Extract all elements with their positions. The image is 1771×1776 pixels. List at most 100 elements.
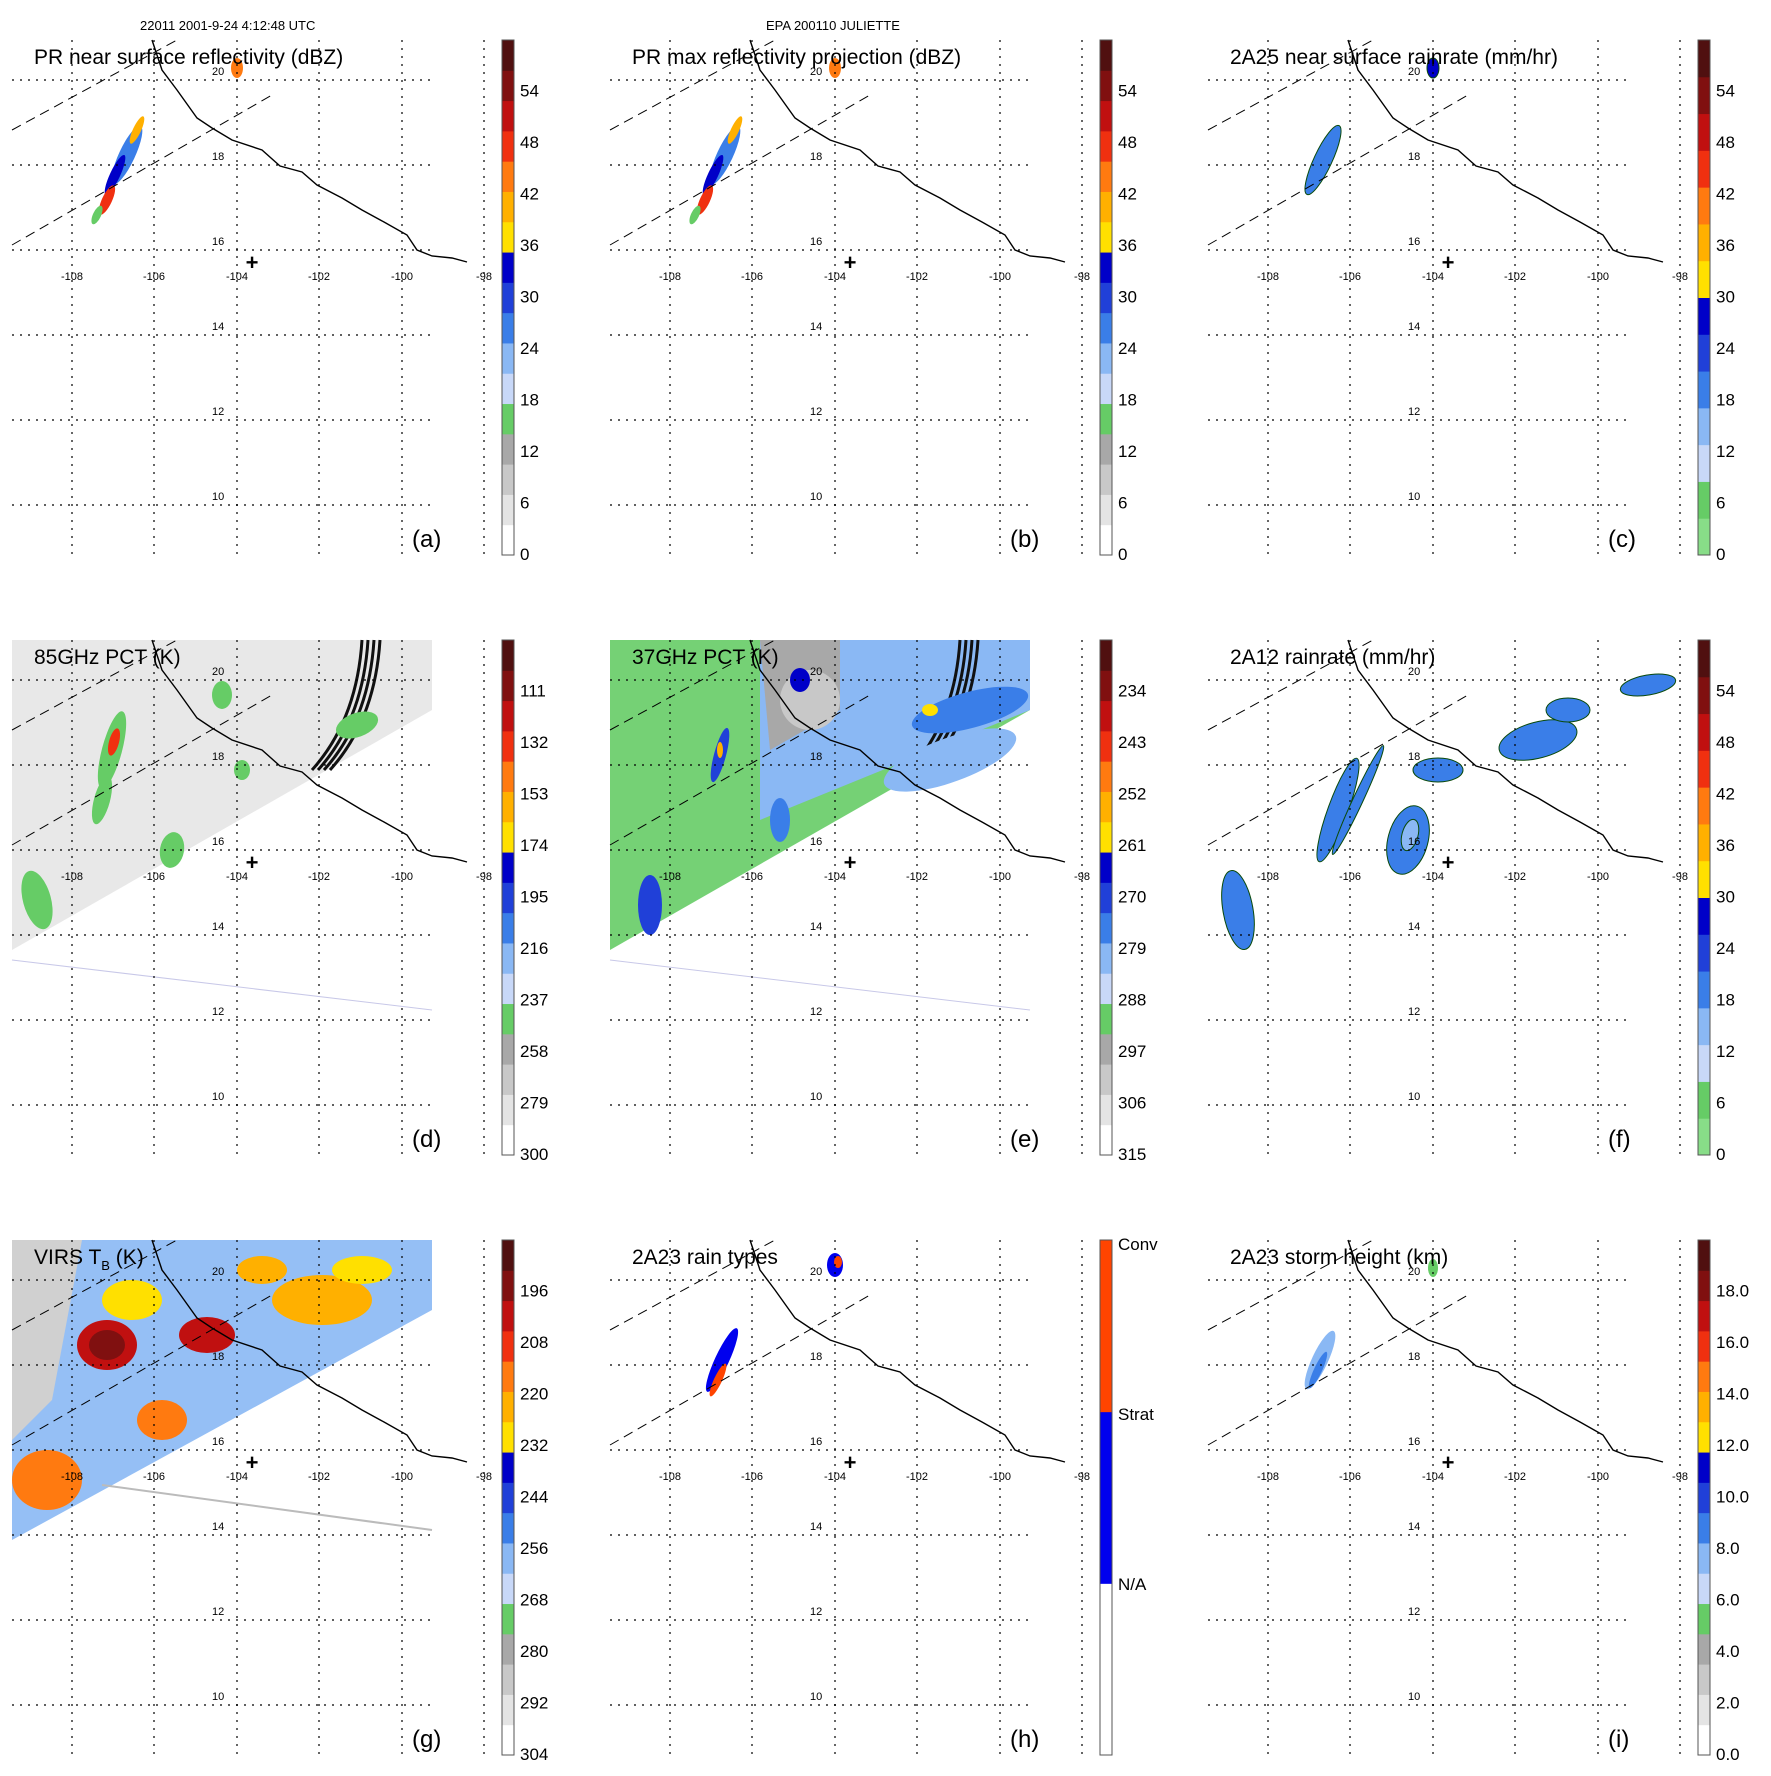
- colorbar-segment: [1698, 713, 1710, 751]
- lat-tick-label: 16: [810, 236, 822, 248]
- colorbar-segment: [1100, 130, 1112, 162]
- lon-tick-label: -98: [1074, 1471, 1090, 1483]
- colorbar-segment: [502, 1633, 514, 1665]
- lat-tick-label: 16: [1408, 1436, 1420, 1448]
- coastline: [151, 1239, 468, 1463]
- colorbar-segment: [1698, 1452, 1710, 1483]
- lon-tick-label: -104: [226, 1471, 248, 1483]
- colorbar-label: 18: [1716, 391, 1735, 410]
- lat-tick-label: 16: [810, 1436, 822, 1448]
- colorbar-segment: [1698, 1361, 1710, 1392]
- lat-tick-label: 16: [212, 236, 224, 248]
- colorbar-segment: [1698, 1482, 1710, 1514]
- colorbar-label: 6: [1716, 1094, 1725, 1113]
- lat-tick-label: 18: [1408, 751, 1420, 763]
- lon-tick-label: -98: [476, 271, 492, 283]
- colorbar-label: Strat: [1118, 1405, 1154, 1424]
- cloud-top-cell: [237, 1256, 287, 1284]
- colorbar-segment: [502, 700, 514, 732]
- colorbar-label: 54: [1118, 82, 1137, 101]
- colorbar-segment: [502, 1330, 514, 1362]
- colorbar-segment: [1698, 481, 1710, 519]
- swath-edge-line: [1207, 1294, 1469, 1446]
- lon-tick-label: -100: [391, 1471, 413, 1483]
- lon-tick-label: -100: [1587, 871, 1609, 883]
- panel-title: VIRS TB (K): [34, 1246, 144, 1273]
- colorbar-segment: [502, 1694, 514, 1726]
- colorbar: 0.0 2.0 4.0 6.0 8.0 10.0 12.0 14.0 16.0 18.0: [1697, 1239, 1749, 1764]
- colorbar-segment: [1100, 670, 1112, 702]
- lon-tick-label: -102: [906, 1471, 928, 1483]
- colorbar-segment: [1698, 1081, 1710, 1119]
- colorbar-label: 232: [520, 1436, 548, 1455]
- lon-tick-label: -102: [308, 1471, 330, 1483]
- swath-edge-line: [1207, 694, 1469, 846]
- colorbar-segment: [502, 312, 514, 344]
- clear-sky-region: [12, 1240, 82, 1440]
- colorbar-label: 8.0: [1716, 1539, 1740, 1558]
- lon-tick-label: -98: [476, 871, 492, 883]
- colorbar-label: 6: [1716, 494, 1725, 513]
- colorbar-segment: [1698, 1694, 1710, 1726]
- lon-tick-label: -106: [1339, 271, 1361, 283]
- colorbar-segment: [502, 670, 514, 702]
- colorbar-segment: [1698, 187, 1710, 225]
- colorbar-label: 279: [1118, 939, 1146, 958]
- lon-tick-label: -106: [741, 1471, 763, 1483]
- lon-tick-label: -106: [143, 1471, 165, 1483]
- colorbar-label: 174: [520, 836, 548, 855]
- colorbar-frame: [1099, 39, 1113, 556]
- colorbar-segment: [502, 1003, 514, 1035]
- colorbar-label: 244: [520, 1488, 548, 1507]
- lat-tick-label: 12: [810, 1006, 822, 1018]
- precip-cell: [829, 58, 841, 78]
- colorbar-frame: [1099, 639, 1113, 1156]
- lat-tick-label: 18: [212, 151, 224, 163]
- colorbar-label: 279: [520, 1094, 548, 1113]
- colorbar-label: 304: [520, 1745, 548, 1764]
- colorbar-segment: [502, 161, 514, 192]
- colorbar-label: 30: [1118, 288, 1137, 307]
- colorbar-segment: [1698, 407, 1710, 446]
- lat-tick-label: 10: [1408, 491, 1420, 503]
- precip-cell: [638, 875, 662, 935]
- colorbar-segment: [1100, 373, 1112, 405]
- map-panel-i: -108 -106 -104 -102 -100 -98 20 18 16 14 12 10 +2A23…: [1207, 1239, 1749, 1764]
- lon-tick-label: -106: [143, 271, 165, 283]
- colorbar-label: 30: [1716, 288, 1735, 307]
- colorbar-label: 24: [520, 339, 539, 358]
- colorbar-label: 54: [1716, 682, 1735, 701]
- lon-tick-label: -100: [989, 1471, 1011, 1483]
- colorbar-segment: [502, 1664, 514, 1695]
- lon-tick-label: -98: [1672, 871, 1688, 883]
- panel-letter: (c): [1608, 526, 1636, 553]
- colorbar-segment: [1100, 524, 1112, 556]
- colorbar-segment: [1100, 700, 1112, 732]
- lon-tick-label: -104: [226, 271, 248, 283]
- colorbar-label: 2.0: [1716, 1694, 1740, 1713]
- colorbar: 0 6 12 18 24 30 36 42 48 54: [501, 39, 539, 564]
- colorbar-label: N/A: [1118, 1575, 1147, 1594]
- precip-cell: [98, 185, 116, 215]
- precip-cell: [212, 681, 232, 709]
- precip-cell: [1331, 745, 1385, 855]
- colorbar-label: 24: [1716, 339, 1735, 358]
- colorbar-frame: [501, 39, 515, 556]
- colorbar-label: 297: [1118, 1042, 1146, 1061]
- coastline: [151, 39, 468, 263]
- colorbar-label: 18: [520, 391, 539, 410]
- colorbar-label: 6: [1118, 494, 1127, 513]
- colorbar-label: 6: [520, 494, 529, 513]
- lat-tick-label: 18: [212, 751, 224, 763]
- colorbar-segment: [502, 40, 514, 71]
- colorbar-segment: [1698, 640, 1710, 678]
- colorbar-label: 42: [1716, 785, 1735, 804]
- colorbar-segment: [502, 1573, 514, 1605]
- colorbar-frame: [1697, 39, 1711, 556]
- contour-line: [310, 639, 364, 772]
- lat-tick-label: 18: [1408, 1351, 1420, 1363]
- orbit-track: [101, 1484, 433, 1531]
- colorbar-label: 270: [1118, 888, 1146, 907]
- colorbar-label: 306: [1118, 1094, 1146, 1113]
- colorbar-segment: [1698, 1240, 1710, 1271]
